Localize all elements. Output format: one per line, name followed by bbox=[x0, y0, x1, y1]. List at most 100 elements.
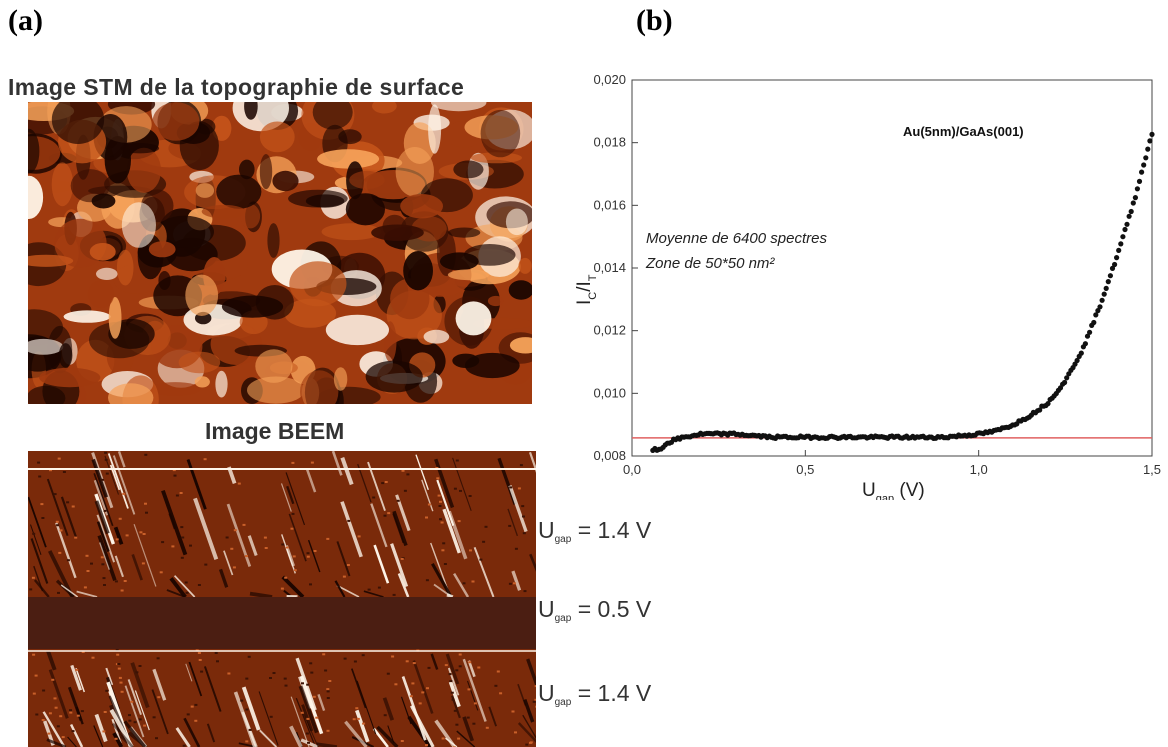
beem-noise bbox=[139, 531, 143, 534]
stm-topography-image bbox=[28, 102, 532, 404]
data-point bbox=[1084, 333, 1091, 339]
beem-streak bbox=[30, 524, 42, 555]
data-point bbox=[1105, 279, 1111, 285]
beem-noise bbox=[466, 716, 470, 719]
beem-noise bbox=[69, 711, 73, 714]
data-point bbox=[1143, 155, 1149, 161]
beem-noise bbox=[439, 518, 442, 521]
beem-streak bbox=[67, 736, 77, 747]
stm-texture-blob bbox=[470, 152, 522, 164]
beem-noise bbox=[508, 582, 512, 585]
beem-noise bbox=[185, 591, 189, 594]
beem-noise bbox=[144, 453, 148, 456]
beem-streak bbox=[517, 722, 536, 744]
beem-noise bbox=[58, 551, 62, 554]
x-tick-label: 0,5 bbox=[796, 462, 814, 477]
x-tick-label: 1,0 bbox=[970, 462, 988, 477]
beem-streak bbox=[528, 451, 536, 473]
stm-texture-blob bbox=[448, 227, 481, 238]
beem-noise bbox=[361, 654, 365, 657]
beem-streak bbox=[301, 704, 314, 732]
beem-noise bbox=[38, 475, 42, 478]
stm-texture-blob bbox=[126, 147, 161, 193]
ugap-label-middle: Ugap = 0.5 V bbox=[538, 596, 651, 624]
beem-noise bbox=[143, 724, 147, 727]
stm-texture-blob bbox=[120, 143, 160, 154]
stm-texture-blob bbox=[321, 223, 382, 241]
beem-noise bbox=[161, 541, 165, 544]
beem-streak bbox=[409, 705, 435, 747]
beem-streak bbox=[397, 573, 410, 598]
beem-noise bbox=[427, 503, 431, 506]
beem-streak bbox=[367, 461, 386, 512]
beem-streak bbox=[448, 681, 461, 708]
beem-streak bbox=[288, 513, 307, 562]
data-point bbox=[1037, 407, 1043, 413]
beem-noise bbox=[76, 714, 80, 717]
stm-texture-blob bbox=[240, 204, 261, 229]
stm-texture-blob bbox=[349, 170, 385, 190]
beem-noise bbox=[42, 689, 46, 692]
beem-noise bbox=[120, 589, 124, 592]
beem-noise bbox=[357, 535, 361, 538]
beem-streak bbox=[280, 483, 292, 512]
stm-texture-blob bbox=[28, 175, 44, 219]
beem-noise bbox=[532, 700, 536, 703]
x-axis-unit: (V) bbox=[894, 480, 925, 500]
beem-streak bbox=[203, 666, 222, 712]
beem-noise bbox=[264, 547, 268, 549]
beem-noise bbox=[394, 683, 398, 686]
beem-noise bbox=[90, 562, 93, 565]
beem-noise bbox=[172, 469, 176, 472]
data-point bbox=[1132, 195, 1138, 201]
beem-streak bbox=[114, 555, 124, 578]
beem-noise bbox=[372, 496, 376, 499]
beem-noise bbox=[59, 529, 63, 532]
beem-noise bbox=[322, 653, 326, 656]
beem-noise bbox=[409, 695, 413, 698]
beem-noise bbox=[441, 549, 445, 552]
beem-noise bbox=[436, 477, 440, 480]
beem-streak bbox=[355, 709, 370, 743]
beem-streak bbox=[60, 496, 78, 538]
beem-streak bbox=[340, 457, 354, 486]
beem-streak bbox=[488, 706, 497, 727]
beem-noise bbox=[440, 521, 444, 524]
data-point bbox=[1103, 285, 1109, 291]
beem-noise bbox=[307, 741, 310, 744]
beem-noise bbox=[513, 582, 516, 585]
x-axis-sub: gap bbox=[876, 493, 894, 500]
beem-noise bbox=[204, 563, 208, 566]
beem-streak bbox=[430, 653, 439, 670]
stm-texture-blob bbox=[267, 223, 280, 258]
ugap-value: = 1.4 V bbox=[577, 517, 652, 543]
beem-noise bbox=[66, 559, 70, 562]
beem-noise bbox=[75, 668, 79, 671]
ugap-label-bottom: Ugap = 1.4 V bbox=[538, 680, 651, 708]
y-axis-sub-t: T bbox=[587, 274, 599, 281]
beem-noise bbox=[62, 471, 66, 473]
beem-noise bbox=[485, 726, 489, 729]
beem-streak bbox=[307, 539, 321, 573]
beem-streak bbox=[96, 521, 110, 553]
beem-noise bbox=[74, 536, 78, 539]
beem-streak bbox=[105, 667, 114, 686]
beem-noise bbox=[40, 503, 44, 506]
beem-noise bbox=[309, 583, 312, 586]
beem-noise bbox=[91, 656, 95, 659]
data-point bbox=[1120, 234, 1126, 240]
y-tick-label: 0,016 bbox=[593, 197, 626, 212]
stm-texture-blob bbox=[91, 193, 116, 209]
data-point bbox=[1134, 186, 1140, 192]
y-axis-label: IC/IT bbox=[574, 274, 599, 305]
beem-streak bbox=[340, 501, 363, 558]
beem-noise bbox=[400, 557, 404, 560]
beem-noise bbox=[367, 588, 371, 591]
beem-noise bbox=[300, 711, 304, 714]
beem-streak bbox=[188, 661, 203, 697]
beem-noise bbox=[468, 495, 472, 497]
beem-streak bbox=[303, 713, 319, 747]
beem-noise bbox=[346, 564, 350, 566]
beem-noise bbox=[412, 662, 416, 665]
beem-streak bbox=[467, 660, 476, 678]
